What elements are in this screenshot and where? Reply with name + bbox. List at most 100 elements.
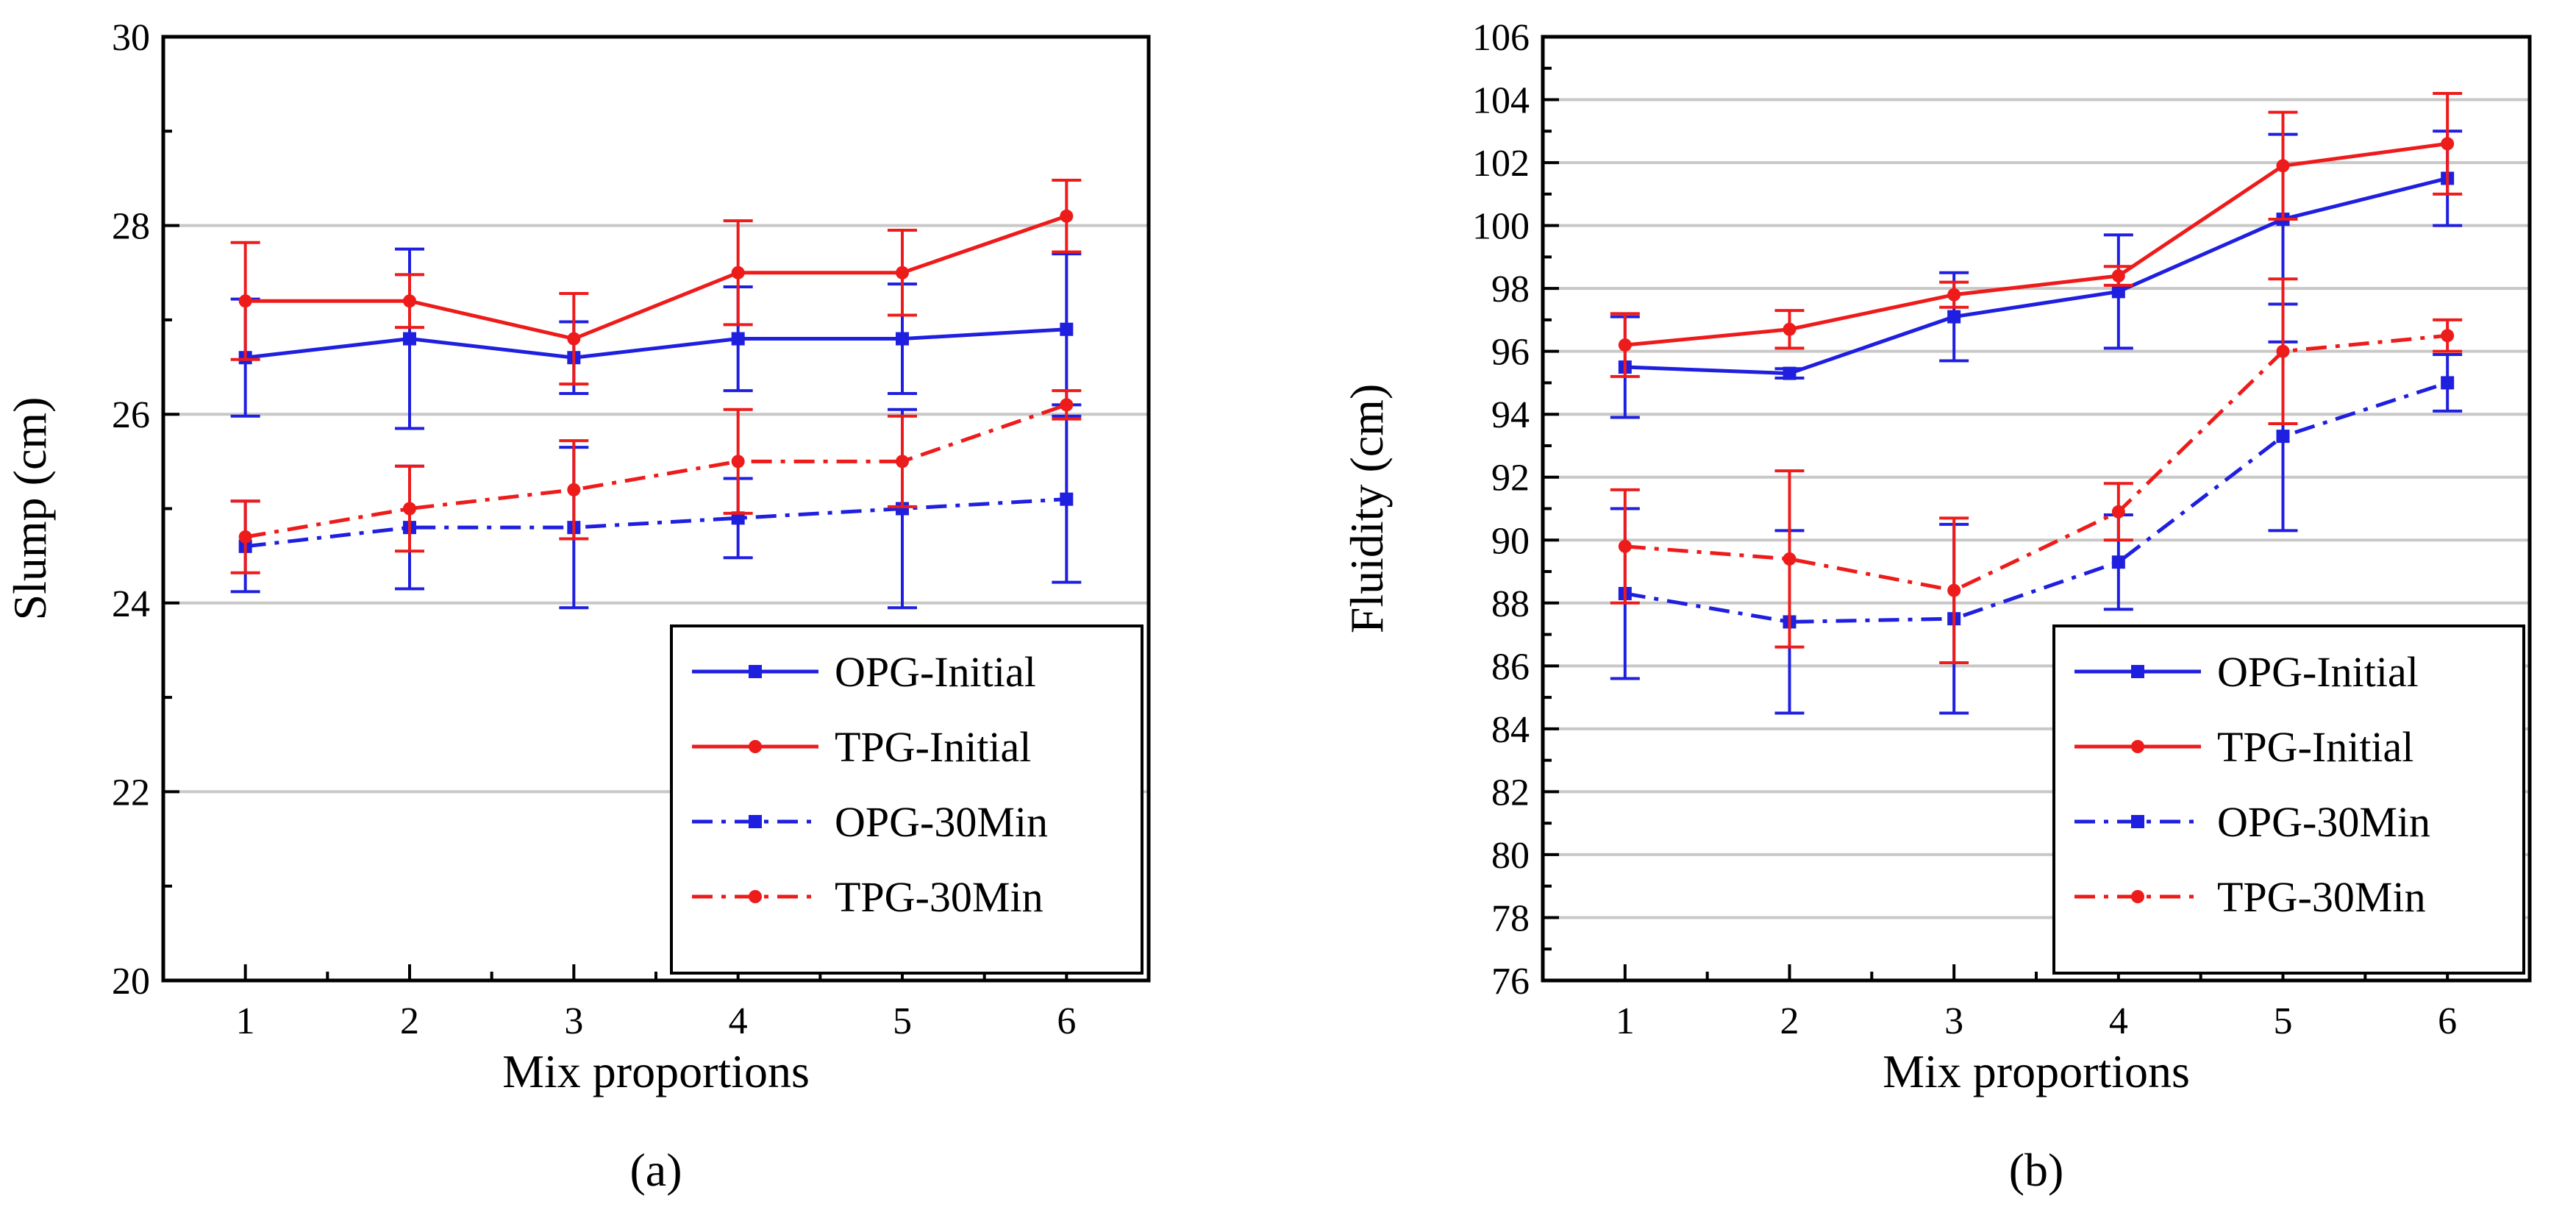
legend-label: TPG-Initial bbox=[835, 723, 1031, 771]
data-point bbox=[1618, 338, 1632, 352]
y-tick-label: 26 bbox=[112, 394, 150, 436]
series-opg-initial bbox=[230, 247, 1082, 430]
x-tick-label: 5 bbox=[893, 1000, 912, 1042]
y-tick-label: 84 bbox=[1491, 709, 1530, 751]
data-point bbox=[2111, 555, 2125, 569]
legend-marker bbox=[2131, 665, 2144, 678]
legend-label: OPG-Initial bbox=[835, 648, 1036, 696]
series-line bbox=[1624, 333, 2448, 593]
y-tick-label: 94 bbox=[1491, 394, 1530, 436]
legend-marker bbox=[749, 815, 762, 828]
y-tick-label: 28 bbox=[112, 206, 150, 248]
data-point bbox=[731, 332, 745, 346]
x-tick-label: 5 bbox=[2274, 1000, 2293, 1042]
data-point bbox=[403, 502, 416, 516]
data-point bbox=[2111, 285, 2125, 299]
y-tick-label: 92 bbox=[1491, 458, 1530, 499]
data-point bbox=[1060, 209, 1074, 223]
x-tick-label: 4 bbox=[2109, 1000, 2128, 1042]
series-line bbox=[1624, 381, 2448, 624]
data-point bbox=[567, 332, 581, 346]
y-tick-label: 86 bbox=[1491, 646, 1530, 688]
y-tick-label: 96 bbox=[1491, 332, 1530, 374]
legend-box bbox=[2052, 624, 2525, 975]
series-line bbox=[245, 403, 1068, 539]
x-axis-title: Mix proportions bbox=[1883, 1045, 2190, 1097]
series-tpg-30min bbox=[1610, 277, 2463, 665]
series-line bbox=[245, 214, 1068, 341]
y-tick-label: 102 bbox=[1472, 143, 1530, 185]
legend-label: TPG-30Min bbox=[2217, 873, 2426, 921]
x-tick-label: 3 bbox=[564, 1000, 583, 1042]
panel-label: (b) bbox=[2009, 1144, 2064, 1196]
y-tick-label: 76 bbox=[1491, 961, 1530, 1003]
x-tick-label: 1 bbox=[236, 1000, 255, 1042]
data-point bbox=[403, 332, 416, 346]
legend-label: OPG-Initial bbox=[2217, 648, 2419, 696]
data-point bbox=[2276, 159, 2290, 173]
legend-box bbox=[670, 624, 1143, 975]
y-tick-label: 80 bbox=[1491, 835, 1530, 877]
data-point bbox=[896, 266, 909, 280]
legend: OPG-Initial TPG-Initial OPG-30Min TPG-30Min bbox=[2052, 624, 2525, 975]
y-tick-label: 98 bbox=[1491, 268, 1530, 310]
y-axis-title: Fluidity (cm) bbox=[1341, 384, 1393, 634]
data-point bbox=[238, 530, 252, 544]
legend-marker bbox=[2131, 890, 2144, 903]
data-point bbox=[1060, 398, 1074, 412]
data-point bbox=[1947, 310, 1961, 324]
data-point bbox=[1783, 366, 1797, 380]
y-tick-label: 90 bbox=[1491, 520, 1530, 562]
data-point bbox=[403, 294, 416, 308]
y-tick-label: 78 bbox=[1491, 897, 1530, 939]
data-point bbox=[1060, 492, 1074, 506]
y-tick-label: 22 bbox=[112, 772, 150, 814]
data-point bbox=[2441, 376, 2455, 390]
data-point bbox=[1618, 539, 1632, 553]
legend-marker bbox=[749, 665, 762, 678]
x-tick-label: 6 bbox=[2438, 1000, 2457, 1042]
data-point bbox=[567, 483, 581, 496]
x-tick-label: 4 bbox=[729, 1000, 748, 1042]
y-tick-label: 24 bbox=[112, 583, 150, 625]
data-point bbox=[1947, 583, 1961, 597]
x-tick-label: 1 bbox=[1616, 1000, 1635, 1042]
data-point bbox=[2276, 344, 2290, 358]
data-point bbox=[1947, 288, 1961, 302]
panel-b: 76 78 80 82 84 86 88 90 92 94 96 98 100 102 104 106 1 2 3 4… bbox=[1341, 17, 2532, 1196]
data-point bbox=[731, 266, 745, 280]
data-point bbox=[2111, 269, 2125, 283]
data-point bbox=[1783, 322, 1797, 336]
legend-marker bbox=[749, 740, 762, 753]
data-point bbox=[2441, 137, 2455, 151]
legend-label: TPG-30Min bbox=[835, 873, 1043, 921]
legend-label: OPG-30Min bbox=[835, 798, 1048, 846]
y-tick-label: 104 bbox=[1472, 80, 1530, 122]
y-axis-title: Slump (cm) bbox=[4, 397, 56, 621]
legend-label: TPG-Initial bbox=[2217, 723, 2413, 771]
series-line bbox=[1624, 177, 2448, 376]
data-point bbox=[2111, 505, 2125, 519]
y-tick-label: 100 bbox=[1472, 206, 1530, 248]
x-tick-label: 6 bbox=[1057, 1000, 1076, 1042]
data-point bbox=[1783, 552, 1797, 566]
data-point bbox=[896, 332, 909, 346]
axes-frame bbox=[161, 35, 1151, 983]
y-tick-label: 88 bbox=[1491, 583, 1530, 625]
panel-label: (a) bbox=[629, 1144, 682, 1196]
data-point bbox=[731, 455, 745, 469]
legend: OPG-Initial TPG-Initial OPG-30Min TPG-30Min bbox=[670, 624, 1143, 975]
data-point bbox=[896, 455, 909, 469]
series-line bbox=[245, 327, 1067, 360]
axes-frame bbox=[1541, 35, 2532, 983]
legend-marker bbox=[2131, 815, 2144, 828]
data-point bbox=[238, 294, 252, 308]
data-point bbox=[1060, 322, 1074, 336]
series-tpg-30min bbox=[230, 389, 1082, 574]
y-tick-label: 30 bbox=[112, 17, 150, 59]
data-point bbox=[2276, 430, 2290, 444]
x-tick-label: 2 bbox=[400, 1000, 419, 1042]
y-tick-label: 106 bbox=[1472, 17, 1530, 59]
